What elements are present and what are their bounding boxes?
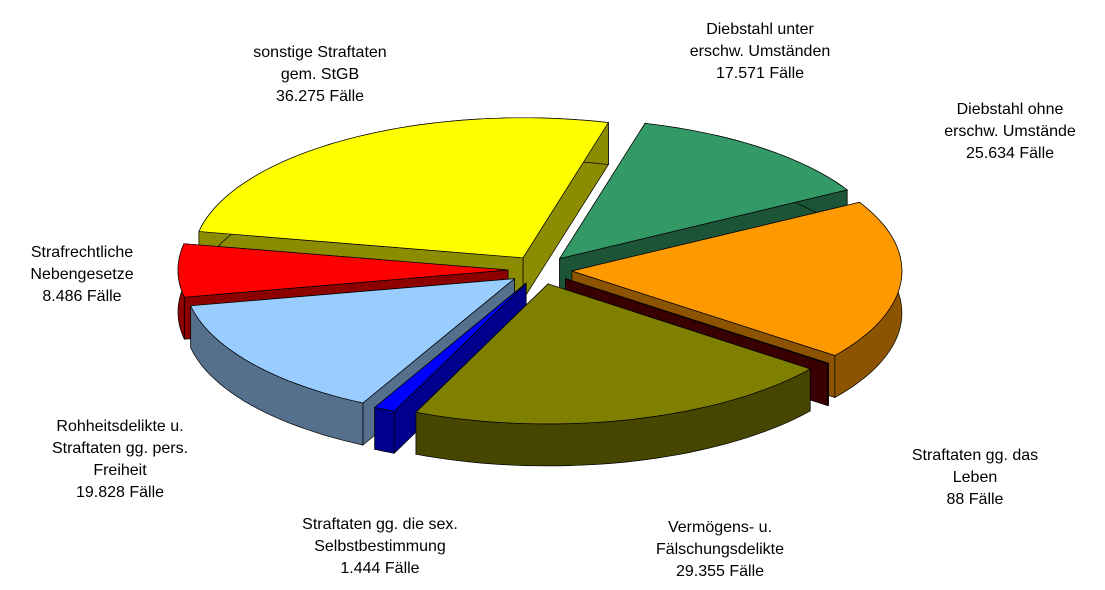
- pie-slice: [415, 283, 812, 467]
- slice-top: [570, 201, 903, 356]
- slice-label: Strafrechtliche Nebengesetze 8.486 Fälle: [0, 242, 192, 308]
- slice-value: 88 Fälle: [946, 491, 1004, 508]
- slice-label: Diebstahl unter erschw. Umständen 17.571 …: [650, 19, 870, 85]
- slice-category: Vermögens- u. Fälschungsdelikte: [655, 519, 785, 558]
- slice-top: [565, 278, 830, 365]
- slice-value: 25.634 Fälle: [965, 145, 1055, 162]
- slice-outer-wall: [374, 406, 395, 454]
- slice-value: 36.275 Fälle: [275, 88, 365, 105]
- slice-category: Strafrechtliche Nebengesetze: [30, 244, 134, 283]
- slice-top: [373, 282, 527, 412]
- slice-category: Straftaten gg. die sex. Selbstbestimmung: [302, 516, 458, 555]
- slice-value: 17.571 Fälle: [715, 65, 805, 82]
- slice-label: Vermögens- u. Fälschungsdelikte 29.355 Fä…: [610, 517, 830, 583]
- slice-label: Straftaten gg. die sex. Selbstbestimmung…: [270, 514, 490, 580]
- slice-top: [177, 243, 509, 298]
- slice-category: sonstige Straftaten gem. StGB: [253, 44, 387, 83]
- slice-label: Straftaten gg. das Leben 88 Fälle: [865, 445, 1085, 511]
- slice-value: 29.355 Fälle: [675, 563, 765, 580]
- slice-value: 1.444 Fälle: [340, 560, 420, 577]
- slice-outer-wall: [827, 362, 829, 407]
- slice-top: [190, 278, 516, 404]
- slice-top: [415, 283, 812, 425]
- slice-label: Diebstahl ohne erschw. Umstände 25.634 Fä…: [900, 99, 1105, 165]
- slice-top: [198, 117, 609, 259]
- pie-slice: [190, 277, 516, 446]
- slice-category: Diebstahl unter erschw. Umständen: [689, 21, 831, 60]
- slice-top: [558, 123, 849, 260]
- slice-label: sonstige Straftaten gem. StGB 36.275 Fäll…: [210, 42, 430, 108]
- slice-category: Diebstahl ohne erschw. Umstände: [944, 101, 1076, 140]
- slice-value: 19.828 Fälle: [75, 484, 165, 501]
- slice-label: Rohheitsdelikte u. Straftaten gg. pers. …: [10, 416, 230, 504]
- slice-value: 8.486 Fälle: [42, 288, 122, 305]
- slice-category: Straftaten gg. das Leben: [911, 447, 1039, 486]
- slice-category: Rohheitsdelikte u. Straftaten gg. pers. …: [51, 418, 189, 479]
